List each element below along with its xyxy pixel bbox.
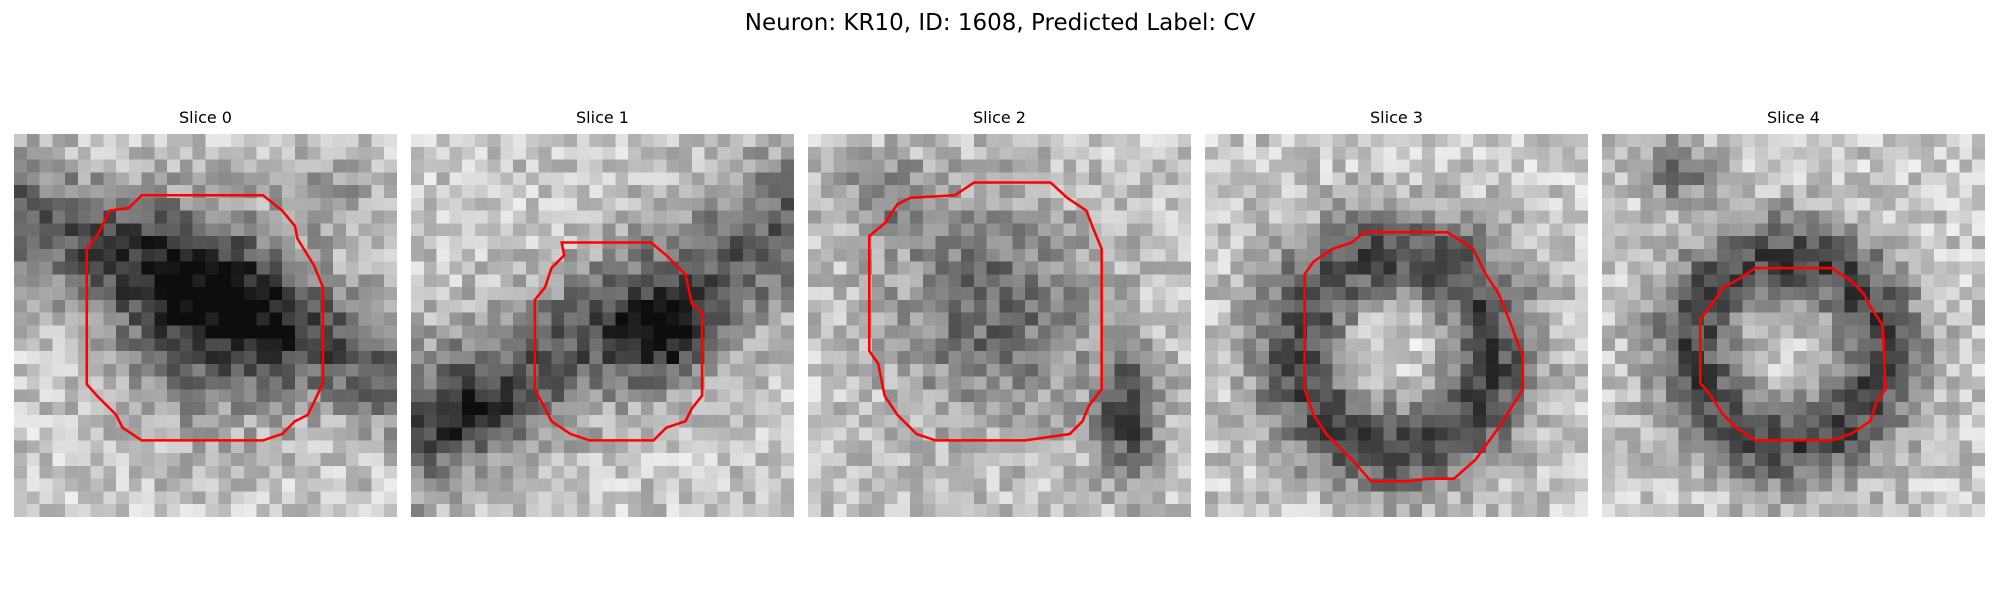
slice-image-3 — [1205, 134, 1588, 517]
roi-contour — [868, 181, 1103, 442]
slice-title-3: Slice 3 — [1370, 108, 1423, 127]
roi-contour — [85, 194, 325, 442]
figure-title: Neuron: KR10, ID: 1608, Predicted Label:… — [744, 10, 1256, 36]
roi-contour — [1303, 231, 1525, 483]
slice-panel-2: Slice 2 — [808, 108, 1191, 518]
slice-image-2 — [808, 134, 1191, 517]
slice-panel-0: Slice 0 — [14, 108, 397, 518]
slice-image-4 — [1602, 134, 1985, 517]
slice-image-0 — [14, 134, 397, 517]
roi-contour — [533, 241, 704, 442]
slice-image-1 — [411, 134, 794, 517]
slice-panel-3: Slice 3 — [1205, 108, 1588, 518]
roi-contour — [1699, 266, 1887, 442]
slice-title-1: Slice 1 — [576, 108, 629, 127]
slice-title-4: Slice 4 — [1767, 108, 1820, 127]
slice-panel-4: Slice 4 — [1602, 108, 1985, 518]
slice-panel-1: Slice 1 — [411, 108, 794, 518]
slice-title-0: Slice 0 — [179, 108, 232, 127]
slice-title-2: Slice 2 — [973, 108, 1026, 127]
